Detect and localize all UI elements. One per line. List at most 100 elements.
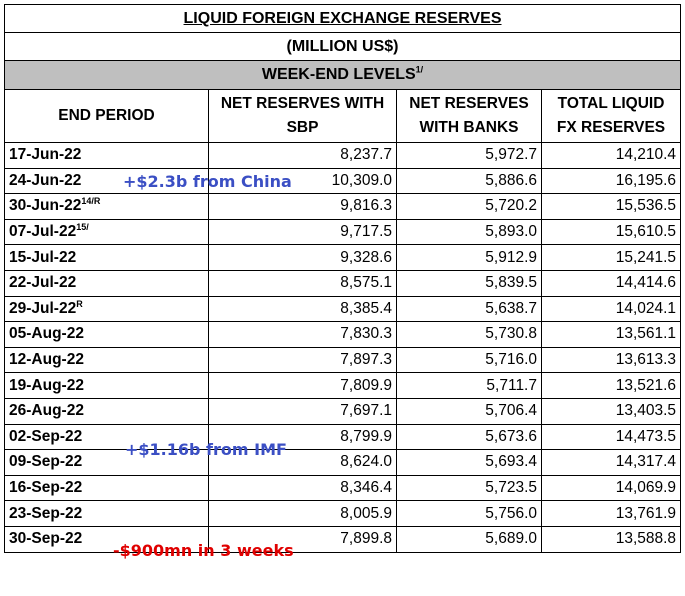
cell-total-liquid: 15,536.5 bbox=[540, 193, 682, 220]
cell-total-liquid: 13,761.9 bbox=[540, 500, 682, 527]
period-label: 07-Jul-22 bbox=[9, 223, 77, 241]
table-row: 19-Aug-22 7,809.9 5,711.7 13,521.6 bbox=[4, 372, 682, 399]
annotation-china: +$2.3b from China bbox=[123, 172, 292, 191]
cell-total-liquid: 13,403.5 bbox=[540, 397, 682, 425]
cell-end-period: 22-Jul-22 bbox=[4, 269, 209, 297]
reserves-table: LIQUID FOREIGN EXCHANGE RESERVES (MILLIO… bbox=[3, 4, 682, 553]
header-banks-line1: NET RESERVES bbox=[409, 95, 529, 112]
period-label: 16-Sep-22 bbox=[9, 479, 83, 497]
table-row: 30-Sep-22 7,899.8 5,689.0 13,588.8 bbox=[4, 525, 682, 553]
cell-net-reserves-banks: 5,693.4 bbox=[396, 449, 542, 476]
cell-net-reserves-sbp: 9,328.6 bbox=[208, 244, 397, 271]
cell-total-liquid: 14,473.5 bbox=[540, 423, 682, 451]
cell-net-reserves-sbp: 7,897.3 bbox=[208, 346, 397, 374]
section-footnote: 1/ bbox=[415, 64, 424, 75]
period-label: 30-Jun-22 bbox=[9, 197, 82, 215]
cell-net-reserves-banks: 5,756.0 bbox=[396, 500, 542, 527]
table-row: 30-Jun-2214/R 9,816.3 5,720.2 15,536.5 bbox=[4, 193, 682, 220]
cell-end-period: 23-Sep-22 bbox=[4, 500, 209, 527]
subtitle-row: (MILLION US$) bbox=[3, 32, 682, 61]
header-sbp-line1: NET RESERVES WITH bbox=[220, 95, 385, 112]
cell-net-reserves-sbp: 8,237.7 bbox=[208, 142, 397, 169]
cell-net-reserves-sbp: 7,697.1 bbox=[208, 397, 397, 425]
header-net-reserves-banks: NET RESERVES WITH BANKS bbox=[396, 89, 542, 143]
cell-end-period: 16-Sep-22 bbox=[4, 474, 209, 502]
cell-net-reserves-banks: 5,730.8 bbox=[396, 321, 542, 348]
annotation-imf: +$1.16b from IMF bbox=[125, 440, 287, 459]
table-row: 16-Sep-22 8,346.4 5,723.5 14,069.9 bbox=[4, 474, 682, 502]
period-label: 05-Aug-22 bbox=[9, 325, 84, 343]
table-row: 05-Aug-22 7,830.3 5,730.8 13,561.1 bbox=[4, 321, 682, 348]
cell-net-reserves-banks: 5,886.6 bbox=[396, 167, 542, 195]
header-net-reserves-sbp: NET RESERVES WITH SBP bbox=[208, 89, 397, 143]
header-total-line1: TOTAL LIQUID bbox=[557, 95, 665, 112]
period-label: 17-Jun-22 bbox=[9, 146, 82, 164]
section-row: WEEK-END LEVELS1/ bbox=[3, 60, 682, 90]
table-row: 02-Sep-22 8,799.9 5,673.6 14,473.5 bbox=[4, 423, 682, 451]
cell-end-period: 17-Jun-22 bbox=[4, 142, 209, 169]
cell-total-liquid: 13,588.8 bbox=[540, 525, 682, 553]
cell-net-reserves-banks: 5,706.4 bbox=[396, 397, 542, 425]
cell-net-reserves-sbp: 8,799.9 bbox=[208, 423, 397, 451]
cell-net-reserves-banks: 5,711.7 bbox=[396, 372, 542, 399]
period-label: 22-Jul-22 bbox=[9, 274, 77, 292]
header-total-line2: FX RESERVES bbox=[556, 119, 666, 136]
cell-net-reserves-banks: 5,720.2 bbox=[396, 193, 542, 220]
period-footnote: 15/ bbox=[76, 221, 89, 232]
cell-net-reserves-banks: 5,689.0 bbox=[396, 525, 542, 553]
cell-net-reserves-sbp: 8,624.0 bbox=[208, 449, 397, 476]
table-title-cell: LIQUID FOREIGN EXCHANGE RESERVES bbox=[3, 4, 682, 33]
cell-total-liquid: 14,069.9 bbox=[540, 474, 682, 502]
table-row: 29-Jul-22R 8,385.4 5,638.7 14,024.1 bbox=[4, 295, 682, 323]
period-label: 24-Jun-22 bbox=[9, 171, 82, 189]
section-header: WEEK-END LEVELS1/ bbox=[3, 60, 682, 90]
cell-end-period: 30-Jun-2214/R bbox=[4, 193, 209, 220]
section-label: WEEK-END LEVELS bbox=[261, 66, 416, 83]
period-label: 15-Jul-22 bbox=[9, 248, 77, 266]
cell-total-liquid: 14,317.4 bbox=[540, 449, 682, 476]
cell-end-period: 07-Jul-2215/ bbox=[4, 218, 209, 246]
cell-total-liquid: 14,414.6 bbox=[540, 269, 682, 297]
table-row: 09-Sep-22 8,624.0 5,693.4 14,317.4 bbox=[4, 449, 682, 476]
cell-total-liquid: 15,241.5 bbox=[540, 244, 682, 271]
cell-end-period: 26-Aug-22 bbox=[4, 397, 209, 425]
table-title: LIQUID FOREIGN EXCHANGE RESERVES bbox=[183, 9, 502, 27]
period-footnote: 14/R bbox=[81, 196, 101, 207]
cell-end-period: 19-Aug-22 bbox=[4, 372, 209, 399]
cell-net-reserves-banks: 5,716.0 bbox=[396, 346, 542, 374]
cell-end-period: 12-Aug-22 bbox=[4, 346, 209, 374]
cell-total-liquid: 14,024.1 bbox=[540, 295, 682, 323]
cell-net-reserves-banks: 5,638.7 bbox=[396, 295, 542, 323]
cell-net-reserves-sbp: 9,717.5 bbox=[208, 218, 397, 246]
cell-net-reserves-banks: 5,972.7 bbox=[396, 142, 542, 169]
period-label: 19-Aug-22 bbox=[9, 376, 84, 394]
cell-net-reserves-sbp: 7,899.8 bbox=[208, 525, 397, 553]
cell-net-reserves-sbp: 8,385.4 bbox=[208, 295, 397, 323]
table-subtitle: (MILLION US$) bbox=[3, 32, 682, 61]
cell-total-liquid: 16,195.6 bbox=[540, 167, 682, 195]
cell-net-reserves-banks: 5,673.6 bbox=[396, 423, 542, 451]
table-row: 24-Jun-22 10,309.0 5,886.6 16,195.6 bbox=[4, 167, 682, 195]
table-row: 17-Jun-22 8,237.7 5,972.7 14,210.4 bbox=[4, 142, 682, 169]
cell-total-liquid: 14,210.4 bbox=[540, 142, 682, 169]
period-label: 29-Jul-22 bbox=[9, 299, 77, 317]
table-row: 07-Jul-2215/9,717.5 5,893.0 15,610.5 bbox=[4, 218, 682, 246]
cell-net-reserves-sbp: 8,575.1 bbox=[208, 269, 397, 297]
cell-net-reserves-banks: 5,893.0 bbox=[396, 218, 542, 246]
annotation-decline: -$900mn in 3 weeks bbox=[113, 541, 294, 560]
cell-end-period: 24-Jun-22 bbox=[4, 167, 209, 195]
header-sbp-line2: SBP bbox=[286, 119, 319, 136]
period-label: 12-Aug-22 bbox=[9, 351, 84, 369]
cell-net-reserves-banks: 5,912.9 bbox=[396, 244, 542, 271]
cell-end-period: 15-Jul-22 bbox=[4, 244, 209, 271]
cell-net-reserves-sbp: 9,816.3 bbox=[208, 193, 397, 220]
cell-net-reserves-sbp: 7,809.9 bbox=[208, 372, 397, 399]
period-label: 23-Sep-22 bbox=[9, 504, 83, 522]
cell-net-reserves-sbp: 8,005.9 bbox=[208, 500, 397, 527]
table-row: 23-Sep-22 8,005.9 5,756.0 13,761.9 bbox=[4, 500, 682, 527]
cell-net-reserves-banks: 5,839.5 bbox=[396, 269, 542, 297]
period-label: 02-Sep-22 bbox=[9, 427, 83, 445]
period-label: 30-Sep-22 bbox=[9, 530, 83, 548]
period-label: 26-Aug-22 bbox=[9, 402, 84, 420]
cell-end-period: 05-Aug-22 bbox=[4, 321, 209, 348]
